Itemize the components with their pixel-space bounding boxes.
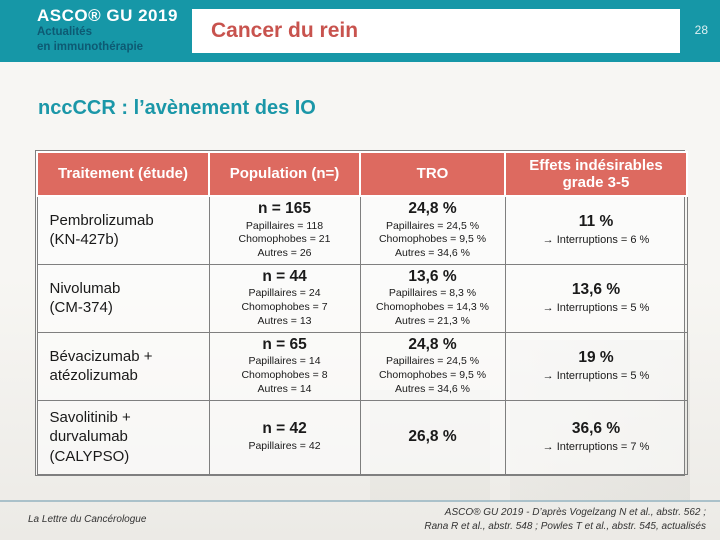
- population-breakdown: Papillaires = 118 Chomophobes = 21 Autre…: [238, 219, 331, 259]
- col-header-tro: TRO: [359, 151, 506, 197]
- population-breakdown: Papillaires = 14 Chomophobes = 8 Autres …: [241, 355, 328, 395]
- tro-breakdown: Papillaires = 8,3 % Chomophobes = 14,3 %…: [376, 287, 489, 327]
- adverse-effects-cell: 36,6 % → Interruptions = 7 %: [504, 399, 688, 475]
- population-cell: n = 165 Papillaires = 118 Chomophobes = …: [208, 195, 361, 265]
- section-banner-label: Cancer du rein: [211, 19, 359, 42]
- ae-interruptions: → Interruptions = 6 %: [542, 233, 650, 246]
- asco-logo: ASCO® GU 2019 Actualités en immunothérap…: [37, 7, 178, 53]
- table-row: Pembrolizumab (KN-427b) n = 165 Papillai…: [36, 195, 688, 265]
- table-header-row: Traitement (étude) Population (n=) TRO E…: [36, 151, 688, 197]
- adverse-effects-cell: 11 % → Interruptions = 6 %: [504, 195, 688, 265]
- tro-cell: 13,6 % Papillaires = 8,3 % Chomophobes =…: [359, 263, 506, 333]
- treatment-table: Traitement (étude) Population (n=) TRO E…: [35, 150, 688, 476]
- treatment-cell: Bévacizumab + atézolizumab: [36, 331, 210, 401]
- population-breakdown: Papillaires = 42: [248, 439, 321, 452]
- table-row: Savolitinib + durvalumab (CALYPSO) n = 4…: [36, 399, 688, 475]
- footer-reference-line-1: ASCO® GU 2019 - D’après Vogelzang N et a…: [444, 507, 706, 518]
- slide-title: nccCCR : l’avènement des IO: [38, 97, 316, 119]
- ae-value: 36,6 %: [571, 420, 621, 438]
- ae-interruptions: → Interruptions = 7 %: [542, 440, 650, 453]
- adverse-effects-cell: 13,6 % → Interruptions = 5 %: [504, 263, 688, 333]
- population-n: n = 42: [262, 420, 307, 438]
- footer-journal-name: La Lettre du Cancérologue: [28, 514, 147, 525]
- ae-interruptions: → Interruptions = 5 %: [542, 369, 650, 382]
- tro-value: 24,8 %: [408, 335, 457, 353]
- population-cell: n = 65 Papillaires = 14 Chomophobes = 8 …: [208, 331, 361, 401]
- ae-value: 13,6 %: [571, 281, 621, 299]
- population-breakdown: Papillaires = 24 Chomophobes = 7 Autres …: [241, 287, 328, 327]
- logo-subtitle-1: Actualités: [37, 26, 92, 38]
- page-number: 28: [694, 23, 708, 37]
- tro-value: 13,6 %: [408, 267, 457, 285]
- population-n: n = 65: [262, 335, 307, 353]
- logo-subtitle-2: en immunothérapie: [37, 40, 144, 53]
- population-n: n = 44: [262, 267, 307, 285]
- treatment-cell: Pembrolizumab (KN-427b): [36, 195, 210, 265]
- population-cell: n = 44 Papillaires = 24 Chomophobes = 7 …: [208, 263, 361, 333]
- col-header-traitement: Traitement (étude): [36, 151, 210, 197]
- treatment-cell: Savolitinib + durvalumab (CALYPSO): [36, 399, 210, 475]
- section-banner: Cancer du rein: [192, 9, 680, 53]
- tro-cell: 24,8 % Papillaires = 24,5 % Chomophobes …: [359, 331, 506, 401]
- footer-reference-line-2: Rana R et al., abstr. 548 ; Powles T et …: [424, 520, 706, 532]
- col-header-effets: Effets indésirables grade 3-5: [504, 151, 688, 197]
- footer-divider: [0, 500, 720, 502]
- tro-value: 26,8 %: [408, 427, 457, 445]
- footer-references: ASCO® GU 2019 - D’après Vogelzang N et a…: [424, 506, 706, 533]
- tro-breakdown: Papillaires = 24,5 % Chomophobes = 9,5 %…: [378, 355, 487, 395]
- table-row: Bévacizumab + atézolizumab n = 65 Papill…: [36, 331, 688, 401]
- tro-cell: 24,8 % Papillaires = 24,5 % Chomophobes …: [359, 195, 506, 265]
- tro-value: 24,8 %: [408, 200, 457, 217]
- header-band: ASCO® GU 2019 Actualités en immunothérap…: [0, 0, 720, 62]
- treatment-table-grid: Traitement (étude) Population (n=) TRO E…: [36, 151, 688, 475]
- population-cell: n = 42 Papillaires = 42: [208, 399, 361, 475]
- adverse-effects-cell: 19 % → Interruptions = 5 %: [504, 331, 688, 401]
- treatment-cell: Nivolumab (CM-374): [36, 263, 210, 333]
- ae-interruptions: → Interruptions = 5 %: [542, 301, 650, 314]
- col-header-population: Population (n=): [208, 151, 361, 197]
- table-row: Nivolumab (CM-374) n = 44 Papillaires = …: [36, 263, 688, 333]
- tro-cell: 26,8 %: [359, 399, 506, 475]
- population-n: n = 165: [258, 200, 311, 217]
- tro-breakdown: Papillaires = 24,5 % Chomophobes = 9,5 %…: [378, 219, 487, 259]
- logo-title: ASCO® GU 2019: [37, 6, 178, 25]
- ae-value: 11 %: [578, 213, 614, 231]
- ae-value: 19 %: [578, 349, 614, 367]
